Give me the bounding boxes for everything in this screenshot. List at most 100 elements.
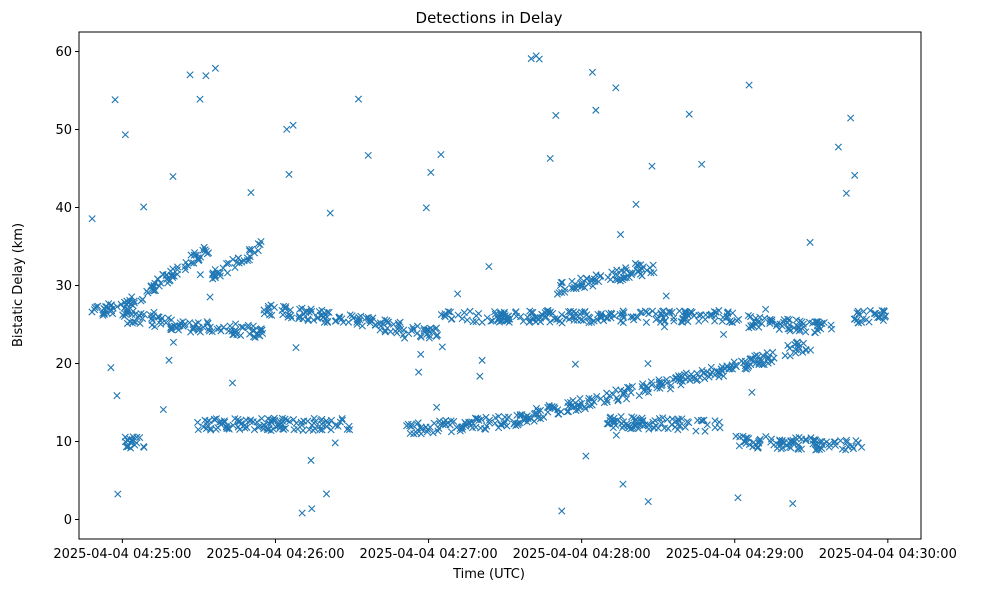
detection-point <box>444 307 452 316</box>
detection-point <box>425 334 433 342</box>
detection-point <box>181 263 189 271</box>
detection-point <box>781 352 789 360</box>
detection-point <box>536 406 545 414</box>
detection-point <box>583 274 591 282</box>
detection-point <box>276 420 284 428</box>
detection-point <box>645 425 653 433</box>
detection-point <box>785 344 794 352</box>
y-tick-label: 0 <box>64 513 72 528</box>
detection-point <box>503 317 511 325</box>
x-axis-label: Time (UTC) <box>452 567 525 582</box>
detection-point <box>267 416 275 424</box>
detection-point <box>830 438 838 446</box>
detection-point <box>185 319 194 327</box>
detection-point <box>593 392 601 401</box>
detection-point <box>795 441 803 449</box>
detection-point <box>485 419 493 427</box>
detection-point <box>216 269 224 277</box>
detection-point <box>491 419 499 427</box>
detection-point <box>354 95 363 103</box>
detection-point <box>644 359 652 368</box>
detection-point <box>423 326 431 334</box>
detection-point <box>653 384 661 392</box>
detection-point <box>485 262 493 271</box>
detection-point <box>99 311 107 319</box>
detection-point <box>881 312 890 320</box>
detection-point <box>335 315 344 323</box>
detection-point <box>670 314 678 322</box>
detection-point <box>220 418 229 426</box>
detection-point <box>551 405 559 413</box>
detection-point <box>638 383 646 391</box>
detection-point <box>811 328 819 336</box>
detection-point <box>90 306 99 314</box>
detection-point <box>564 308 573 316</box>
detection-point <box>136 433 144 442</box>
detection-point <box>281 424 290 432</box>
detection-point <box>836 437 845 445</box>
detection-point <box>207 426 215 434</box>
detection-point <box>113 392 121 400</box>
detection-point <box>190 259 198 267</box>
detection-point <box>249 326 257 335</box>
detection-point <box>114 490 122 498</box>
detection-point <box>628 424 636 432</box>
detection-point <box>299 426 307 435</box>
detection-point <box>278 306 286 315</box>
detection-point <box>647 378 655 386</box>
detection-point <box>757 357 765 365</box>
detection-point <box>732 432 740 440</box>
detection-point <box>310 316 318 324</box>
detection-point <box>338 416 346 424</box>
detection-point <box>276 417 284 425</box>
y-tick-label: 50 <box>55 123 72 138</box>
detection-point <box>169 173 177 181</box>
detection-point <box>474 415 482 423</box>
detection-point <box>461 419 470 427</box>
detection-point <box>336 313 344 321</box>
detection-point <box>679 315 687 323</box>
detection-point <box>655 380 664 388</box>
detection-point <box>202 424 211 433</box>
detection-point <box>228 379 237 387</box>
detection-point <box>797 445 806 453</box>
detection-point <box>603 398 611 406</box>
detection-point <box>364 151 372 160</box>
detection-point <box>573 402 581 410</box>
detection-point <box>652 422 660 430</box>
detection-point <box>334 422 342 430</box>
detection-point <box>488 317 497 325</box>
detection-point <box>597 313 605 321</box>
x-tick-label: 2025-04-04 04:27:00 <box>360 547 498 562</box>
detection-point <box>715 418 723 426</box>
detection-point <box>638 417 647 426</box>
detection-point <box>527 55 535 63</box>
detection-point <box>831 438 839 446</box>
detection-point <box>481 425 490 433</box>
detection-point <box>562 314 570 322</box>
detection-point <box>527 415 535 423</box>
detection-point <box>483 314 491 322</box>
detection-point <box>439 420 447 429</box>
detection-point <box>232 320 240 328</box>
detection-point <box>211 64 219 72</box>
detection-point <box>113 303 121 311</box>
y-axis: 0 10 20 30 40 50 60 <box>55 45 79 528</box>
detection-point <box>308 505 316 513</box>
detection-point <box>529 308 537 317</box>
detection-point <box>534 414 542 422</box>
detection-point <box>304 316 312 325</box>
detection-point <box>307 456 315 464</box>
detection-point <box>191 249 199 257</box>
detection-point <box>248 245 256 253</box>
detection-point <box>167 324 175 332</box>
detection-point <box>204 320 212 328</box>
detection-point <box>302 307 310 315</box>
detection-point <box>716 424 724 432</box>
detection-point <box>187 328 195 336</box>
detection-point <box>381 316 389 324</box>
detection-point <box>150 308 158 316</box>
detection-point <box>107 305 115 314</box>
detection-point <box>128 293 136 301</box>
